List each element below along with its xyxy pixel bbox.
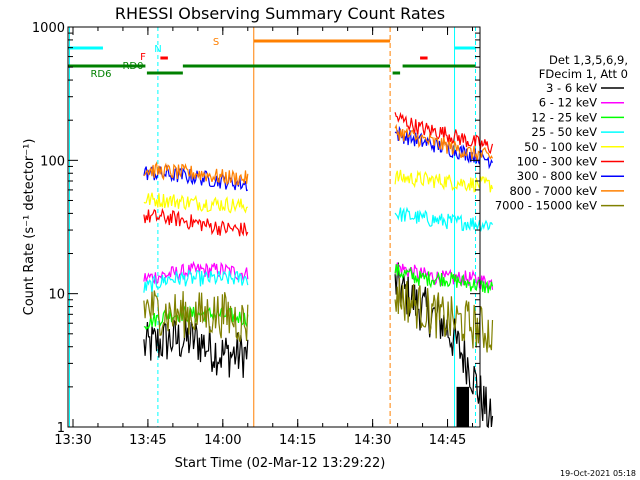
legend-label-8: 7000 - 15000 keV xyxy=(495,199,597,213)
y-axis-label: Count Rate (s⁻¹ detector⁻¹) xyxy=(22,139,37,316)
series-line-4-segment-2 xyxy=(394,169,494,193)
legend-label-6: 300 - 800 keV xyxy=(517,169,597,183)
series-line-5-segment-1 xyxy=(143,207,249,237)
annotation-label-rd6: RD6 xyxy=(90,69,111,80)
legend-label-5: 100 - 300 keV xyxy=(517,155,597,169)
x-tick-label-2: 14:00 xyxy=(204,433,241,448)
legend-label-2: 12 - 25 keV xyxy=(531,110,597,124)
annotation-label-rd0: RD0 xyxy=(122,61,143,72)
footer-date: 19-Oct-2021 05:18 xyxy=(560,469,636,478)
x-axis-label: Start Time (02-Mar-12 13:29:22) xyxy=(175,456,386,471)
y-tick-label-0: 1 xyxy=(57,421,65,436)
legend-label-1: 6 - 12 keV xyxy=(539,96,597,110)
x-tick-label-0: 13:30 xyxy=(54,433,91,448)
y-tick-label-2: 100 xyxy=(40,154,65,169)
legend-header-0: Det 1,3,5,6,9, xyxy=(549,53,628,67)
series-line-2-segment-2 xyxy=(394,263,494,294)
series-line-3-segment-2 xyxy=(394,206,494,232)
legend-label-7: 800 - 7000 keV xyxy=(509,184,597,198)
series-line-1-segment-2 xyxy=(394,262,494,291)
x-tick-label-5: 14:45 xyxy=(429,433,466,448)
saturation-block xyxy=(456,386,470,427)
legend-label-3: 25 - 50 keV xyxy=(531,125,597,139)
series-line-4-segment-1 xyxy=(143,192,248,214)
series-line-8-segment-1 xyxy=(143,290,249,342)
axes: 13:30 13:45 14:00 14:15 14:30 14:45 1 10 100 1000 xyxy=(32,21,480,448)
x-tick-label-3: 14:15 xyxy=(279,433,316,448)
x-tick-label-4: 14:30 xyxy=(354,433,391,448)
series-line-7-segment-2 xyxy=(394,123,494,162)
plot-frame xyxy=(67,26,481,428)
chart-title: RHESSI Observing Summary Count Rates xyxy=(115,4,445,23)
legend: Det 1,3,5,6,9,FDecim 1, Att 03 - 6 keV6 … xyxy=(495,53,628,213)
annotation-label-n: N xyxy=(154,44,161,55)
x-tick-label-1: 13:45 xyxy=(129,433,166,448)
annotation-label-f: F xyxy=(140,52,146,63)
plot-area: NF S RD0 RD6 xyxy=(68,27,494,429)
series-line-0-segment-1 xyxy=(143,317,249,378)
legend-label-0: 3 - 6 keV xyxy=(546,81,597,95)
series-line-8-segment-2 xyxy=(394,277,494,353)
series-line-7-segment-1 xyxy=(143,161,249,186)
y-tick-label-3: 1000 xyxy=(32,21,65,36)
series-line-3-segment-1 xyxy=(143,269,249,293)
y-tick-label-1: 10 xyxy=(48,288,65,303)
legend-label-4: 50 - 100 keV xyxy=(524,140,597,154)
legend-header-1: FDecim 1, Att 0 xyxy=(539,67,628,81)
annotation-label-s: S xyxy=(213,37,219,48)
